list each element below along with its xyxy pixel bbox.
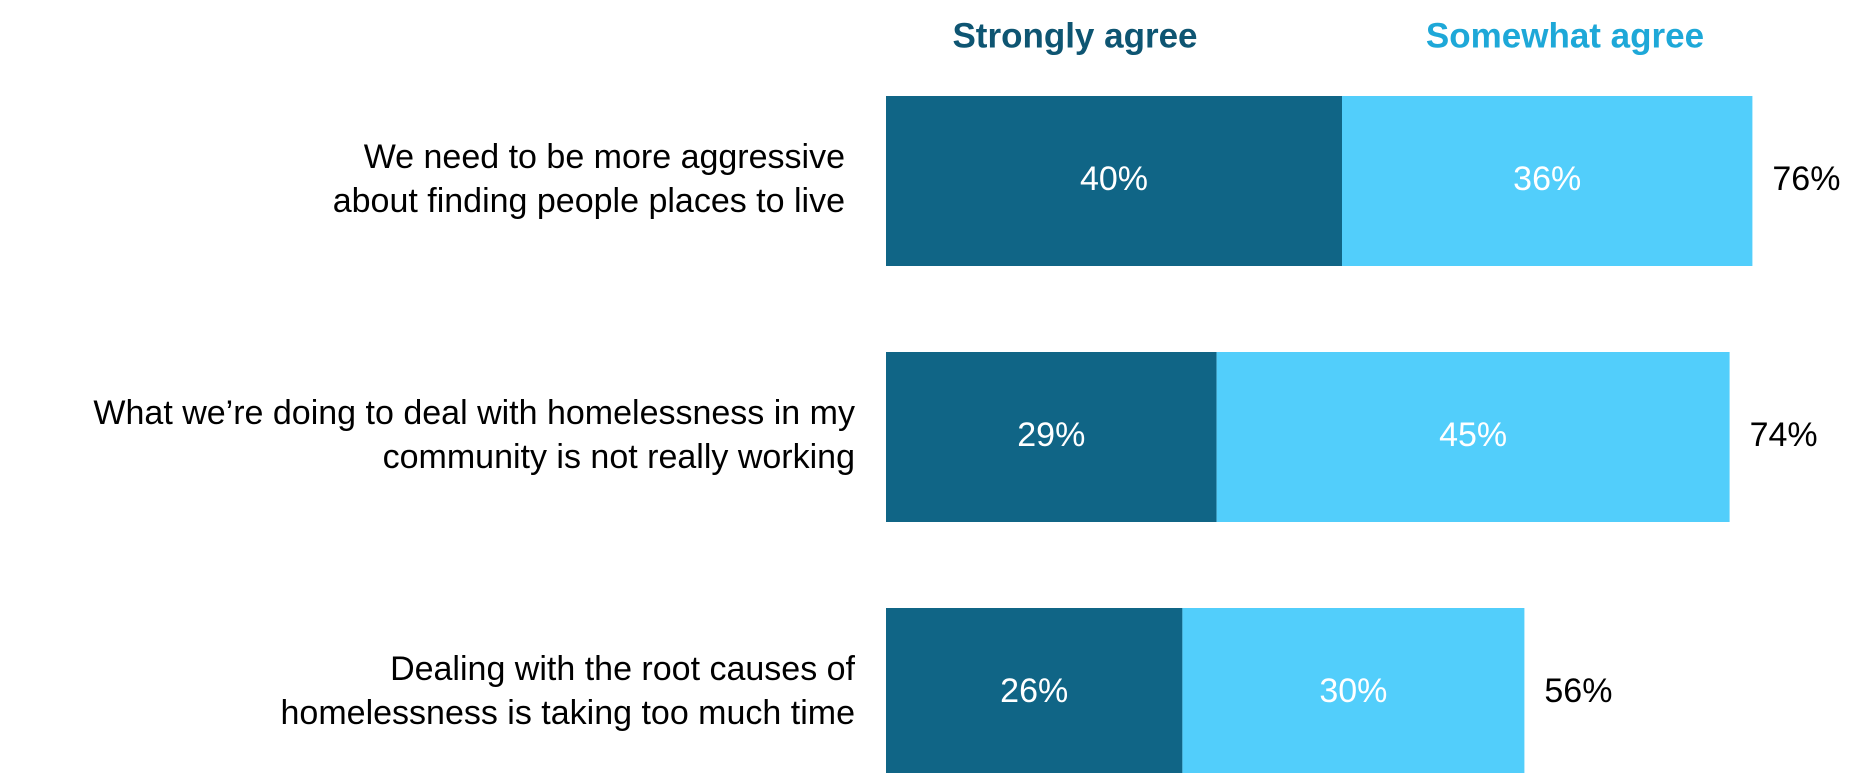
category-label-line: What we’re doing to deal with homelessne… <box>93 394 855 432</box>
category-labels: We need to be more aggressive about findi… <box>93 138 855 732</box>
bar-somewhat-agree <box>1182 608 1525 773</box>
legend: Strongly agree Somewhat agree <box>952 16 1704 55</box>
label-somewhat-agree: 30% <box>1319 672 1387 710</box>
bar-strongly-agree <box>886 96 1342 266</box>
label-strongly-agree: 26% <box>1000 672 1068 710</box>
total-label: 74% <box>1750 416 1818 454</box>
label-strongly-agree: 40% <box>1080 160 1148 198</box>
label-somewhat-agree: 45% <box>1439 416 1507 454</box>
category-label-line: community is not really working <box>383 438 855 476</box>
bar-somewhat-agree <box>1342 96 1753 266</box>
category-label-line: Dealing with the root causes of <box>390 650 855 688</box>
category-label-line: homelessness is taking too much time <box>281 694 855 732</box>
label-strongly-agree: 29% <box>1017 416 1085 454</box>
bar-strongly-agree <box>886 608 1183 773</box>
category-label-line: We need to be more aggressive <box>364 138 845 176</box>
label-somewhat-agree: 36% <box>1513 160 1581 198</box>
bar-somewhat-agree <box>1216 352 1730 522</box>
total-label: 76% <box>1772 160 1840 198</box>
total-label: 56% <box>1544 672 1612 710</box>
category-label-line: about finding people places to live <box>333 182 845 220</box>
legend-strongly-agree: Strongly agree <box>952 16 1197 55</box>
bars: 40% 36% 76% 29% 45% 74% 26% 30% 56% <box>886 96 1840 773</box>
bar-strongly-agree <box>886 352 1217 522</box>
legend-somewhat-agree: Somewhat agree <box>1426 16 1704 55</box>
